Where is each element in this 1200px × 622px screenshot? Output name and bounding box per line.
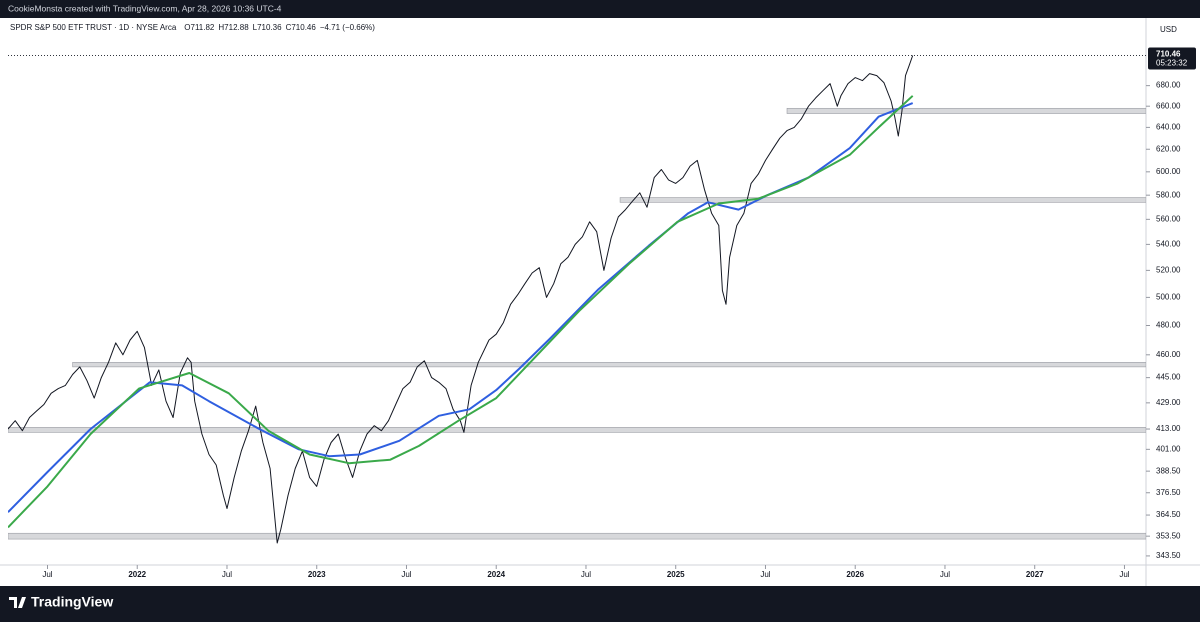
y-tick-label: 680.00 xyxy=(1156,81,1181,90)
plot xyxy=(8,55,1146,544)
logo-mark xyxy=(9,597,26,608)
y-tick-label: 429.00 xyxy=(1156,398,1181,407)
y-tick-label: 343.50 xyxy=(1156,551,1181,560)
x-tick-label: Jul xyxy=(760,570,770,579)
x-tick-label: Jul xyxy=(401,570,411,579)
header: SPDR S&P 500 ETF TRUST · 1D · NYSE Arca … xyxy=(10,23,1177,34)
y-tick-label: 364.50 xyxy=(1156,510,1181,519)
last-price-label: 710.46 xyxy=(1156,50,1181,59)
y-tick-label: 600.00 xyxy=(1156,167,1181,176)
x-tick-label: 2026 xyxy=(846,570,864,579)
x-tick-label: 2023 xyxy=(308,570,326,579)
x-tick-label: Jul xyxy=(222,570,232,579)
ohlc-value: −4.71 (−0.66%) xyxy=(320,23,375,32)
ohlc-value: H712.88 xyxy=(218,23,249,32)
logo: TradingView xyxy=(9,594,113,610)
ohlc-value: O711.82 xyxy=(184,23,215,32)
support-zone xyxy=(72,362,1146,368)
ohlc-value: C710.46 xyxy=(286,23,317,32)
y-tick-label: 560.00 xyxy=(1156,214,1181,223)
y-tick-label: 401.00 xyxy=(1156,444,1181,453)
credit: CookieMonsta created with TradingView.co… xyxy=(8,3,282,13)
y-tick-label: 580.00 xyxy=(1156,190,1181,199)
y-tick-label: 540.00 xyxy=(1156,239,1181,248)
chart-background xyxy=(0,18,1200,586)
footer-brand: TradingView xyxy=(31,594,113,610)
y-tick-label: 500.00 xyxy=(1156,292,1181,301)
symbol: SPDR S&P 500 ETF TRUST · 1D · NYSE Arca xyxy=(10,23,177,32)
y-tick-label: 413.00 xyxy=(1156,424,1181,433)
last-price-badge xyxy=(1148,47,1196,70)
ohlc-value: L710.36 xyxy=(253,23,282,32)
x-tick-label: Jul xyxy=(42,570,52,579)
y-tick-label: 388.50 xyxy=(1156,466,1181,475)
x-tick-label: Jul xyxy=(940,570,950,579)
y-tick-label: 520.00 xyxy=(1156,265,1181,274)
y-tick-label: 640.00 xyxy=(1156,122,1181,131)
x-tick-label: 2027 xyxy=(1026,570,1044,579)
x-tick-label: Jul xyxy=(1119,570,1129,579)
y-tick-label: 480.00 xyxy=(1156,321,1181,330)
y-tick-label: 445.00 xyxy=(1156,373,1181,382)
support-zone xyxy=(8,427,1146,433)
y-tick-label: 353.50 xyxy=(1156,531,1181,540)
y-tick-label: 620.00 xyxy=(1156,144,1181,153)
y-tick-label: 376.50 xyxy=(1156,488,1181,497)
support-zone xyxy=(786,107,1146,114)
support-zone xyxy=(619,197,1146,203)
currency: USD xyxy=(1160,25,1177,34)
x-tick-label: Jul xyxy=(581,570,591,579)
x-tick-label: 2024 xyxy=(487,570,505,579)
x-tick-label: 2025 xyxy=(667,570,685,579)
countdown: 05:23:32 xyxy=(1156,59,1188,68)
x-tick-label: 2022 xyxy=(128,570,146,579)
y-tick-label: 460.00 xyxy=(1156,350,1181,359)
moving-average xyxy=(8,95,914,529)
support-zone xyxy=(8,532,1146,540)
y-tick-label: 660.00 xyxy=(1156,101,1181,110)
